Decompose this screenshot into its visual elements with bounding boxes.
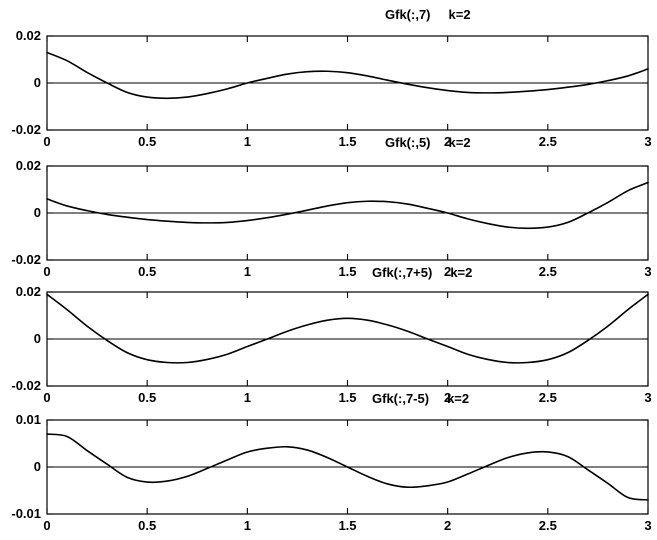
subplot-2-k-label: k=2	[448, 135, 471, 150]
subplot-3-title-text: Gfk(:,7+5)	[372, 265, 433, 280]
subplot-2-title: Gfk(:,5) k=2	[385, 136, 471, 150]
svg-text:0: 0	[34, 459, 41, 474]
svg-text:-0.02: -0.02	[11, 378, 41, 393]
svg-text:0.02: 0.02	[16, 28, 41, 43]
svg-text:1.5: 1.5	[338, 390, 356, 405]
svg-text:2.5: 2.5	[539, 134, 557, 149]
subplot-1-k-label: k=2	[448, 7, 471, 22]
svg-text:0.5: 0.5	[138, 134, 156, 149]
svg-text:1: 1	[244, 518, 251, 533]
svg-text:2: 2	[444, 390, 451, 405]
svg-text:2: 2	[444, 264, 451, 279]
subplot-4-title: Gfk(:,7-5) k=2	[372, 392, 469, 406]
svg-text:0.5: 0.5	[138, 264, 156, 279]
svg-text:0: 0	[43, 264, 50, 279]
svg-text:0: 0	[34, 75, 41, 90]
subplot-1-title-text: Gfk(:,7)	[385, 7, 431, 22]
svg-text:0: 0	[34, 205, 41, 220]
svg-text:0.5: 0.5	[138, 390, 156, 405]
svg-text:0: 0	[43, 518, 50, 533]
svg-text:3: 3	[644, 518, 651, 533]
svg-text:1.5: 1.5	[338, 264, 356, 279]
svg-text:0: 0	[43, 390, 50, 405]
svg-text:1.5: 1.5	[338, 134, 356, 149]
svg-text:0.01: 0.01	[16, 412, 41, 427]
svg-text:1.5: 1.5	[338, 518, 356, 533]
subplot-3-title: Gfk(:,7+5) k=2	[372, 266, 472, 280]
svg-text:1: 1	[244, 264, 251, 279]
svg-text:2.5: 2.5	[539, 390, 557, 405]
svg-text:2.5: 2.5	[539, 264, 557, 279]
svg-text:-0.01: -0.01	[11, 506, 41, 521]
subplot-4-title-text: Gfk(:,7-5)	[372, 391, 430, 406]
svg-text:0.5: 0.5	[138, 518, 156, 533]
svg-text:0: 0	[43, 134, 50, 149]
svg-text:3: 3	[644, 390, 651, 405]
svg-text:1: 1	[244, 390, 251, 405]
svg-text:0.02: 0.02	[16, 158, 41, 173]
subplot-2-title-text: Gfk(:,5)	[385, 135, 431, 150]
svg-text:0.02: 0.02	[16, 284, 41, 299]
subplot-1-title: Gfk(:,7) k=2	[385, 8, 471, 22]
svg-text:0: 0	[34, 331, 41, 346]
svg-text:2: 2	[444, 134, 451, 149]
svg-text:1: 1	[244, 134, 251, 149]
subplot-3-k-label: k=2	[450, 265, 473, 280]
svg-text:3: 3	[644, 264, 651, 279]
svg-text:2: 2	[444, 518, 451, 533]
svg-text:2.5: 2.5	[539, 518, 557, 533]
subplot-4-k-label: k=2	[447, 391, 470, 406]
svg-text:-0.02: -0.02	[11, 122, 41, 137]
svg-text:-0.02: -0.02	[11, 252, 41, 267]
svg-text:3: 3	[644, 134, 651, 149]
